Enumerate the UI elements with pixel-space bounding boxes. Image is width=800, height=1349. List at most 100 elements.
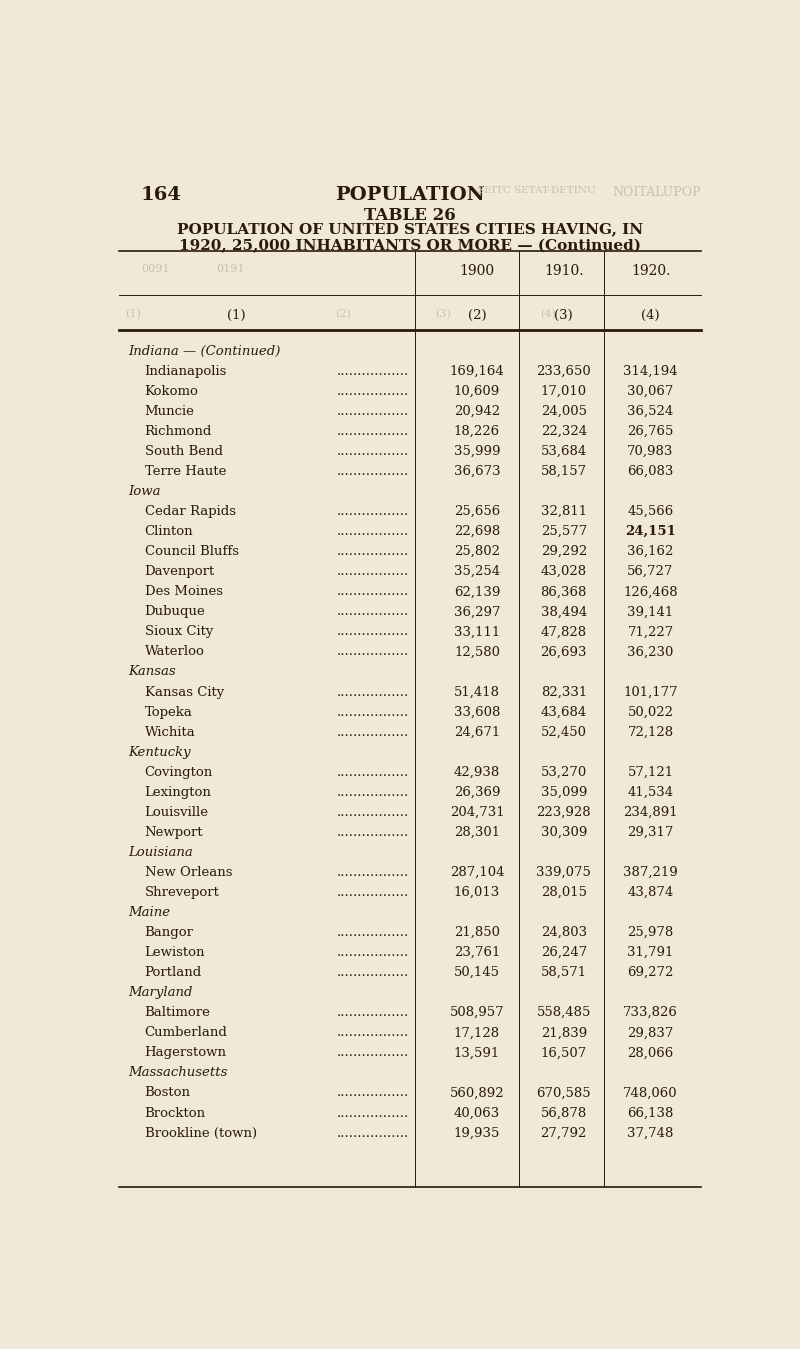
Text: Waterloo: Waterloo	[145, 645, 205, 658]
Text: Massachusetts: Massachusetts	[128, 1067, 227, 1079]
Text: .................: .................	[337, 565, 409, 579]
Text: .................: .................	[337, 525, 409, 538]
Text: 234,891: 234,891	[623, 805, 678, 819]
Text: 30,067: 30,067	[627, 384, 674, 398]
Text: (4): (4)	[540, 309, 556, 320]
Text: 17,128: 17,128	[454, 1027, 500, 1039]
Text: 62,139: 62,139	[454, 585, 500, 598]
Text: 43,874: 43,874	[627, 886, 674, 898]
Text: .................: .................	[337, 645, 409, 658]
Text: 58,571: 58,571	[541, 966, 587, 979]
Text: TABLE 26: TABLE 26	[364, 206, 456, 224]
Text: Cumberland: Cumberland	[145, 1027, 227, 1039]
Text: 39,141: 39,141	[627, 606, 674, 618]
Text: .................: .................	[337, 706, 409, 719]
Text: 204,731: 204,731	[450, 805, 504, 819]
Text: 36,673: 36,673	[454, 465, 500, 478]
Text: 223,928: 223,928	[537, 805, 591, 819]
Text: (2): (2)	[336, 309, 351, 320]
Text: POPULATION: POPULATION	[335, 186, 485, 204]
Text: .................: .................	[337, 726, 409, 739]
Text: 26,247: 26,247	[541, 946, 587, 959]
Text: 71,227: 71,227	[627, 626, 674, 638]
Text: 670,585: 670,585	[537, 1086, 591, 1099]
Text: 24,671: 24,671	[454, 726, 500, 739]
Text: Brockton: Brockton	[145, 1106, 206, 1120]
Text: 38,494: 38,494	[541, 606, 587, 618]
Text: (3): (3)	[435, 309, 450, 320]
Text: 53,270: 53,270	[541, 766, 587, 778]
Text: 24,803: 24,803	[541, 925, 587, 939]
Text: 25,802: 25,802	[454, 545, 500, 558]
Text: 29,292: 29,292	[541, 545, 587, 558]
Text: 36,230: 36,230	[627, 645, 674, 658]
Text: 26,369: 26,369	[454, 785, 500, 799]
Text: 36,297: 36,297	[454, 606, 500, 618]
Text: 56,878: 56,878	[541, 1106, 587, 1120]
Text: Council Bluffs: Council Bluffs	[145, 545, 238, 558]
Text: POPULATION OF UNITED STATES CITIES HAVING, IN: POPULATION OF UNITED STATES CITIES HAVIN…	[177, 223, 643, 236]
Text: Sioux City: Sioux City	[145, 626, 213, 638]
Text: 26,693: 26,693	[541, 645, 587, 658]
Text: (2): (2)	[468, 309, 486, 322]
Text: 82,331: 82,331	[541, 685, 587, 699]
Text: 16,507: 16,507	[541, 1047, 587, 1059]
Text: .................: .................	[337, 606, 409, 618]
Text: 101,177: 101,177	[623, 685, 678, 699]
Text: 42,938: 42,938	[454, 766, 500, 778]
Text: 33,111: 33,111	[454, 626, 500, 638]
Text: 35,099: 35,099	[541, 785, 587, 799]
Text: 18,226: 18,226	[454, 425, 500, 438]
Text: 35,254: 35,254	[454, 565, 500, 579]
Text: Indiana — (Continued): Indiana — (Continued)	[128, 345, 280, 357]
Text: Clinton: Clinton	[145, 525, 194, 538]
Text: 10,609: 10,609	[454, 384, 500, 398]
Text: 126,468: 126,468	[623, 585, 678, 598]
Text: 33,608: 33,608	[454, 706, 500, 719]
Text: 57,121: 57,121	[627, 766, 674, 778]
Text: 1920, 25,000 INHABITANTS OR MORE — (Continued): 1920, 25,000 INHABITANTS OR MORE — (Cont…	[179, 239, 641, 254]
Text: 23,761: 23,761	[454, 946, 500, 959]
Text: 13,591: 13,591	[454, 1047, 500, 1059]
Text: 66,138: 66,138	[627, 1106, 674, 1120]
Text: Lewiston: Lewiston	[145, 946, 205, 959]
Text: .................: .................	[337, 1086, 409, 1099]
Text: Richmond: Richmond	[145, 425, 212, 438]
Text: Des Moines: Des Moines	[145, 585, 222, 598]
Text: 12,580: 12,580	[454, 645, 500, 658]
Text: .................: .................	[337, 805, 409, 819]
Text: .................: .................	[337, 405, 409, 418]
Text: New Orleans: New Orleans	[145, 866, 232, 880]
Text: .................: .................	[337, 766, 409, 778]
Text: Baltimore: Baltimore	[145, 1006, 210, 1020]
Text: NOITALUPOP: NOITALUPOP	[613, 186, 702, 198]
Text: Iowa: Iowa	[128, 486, 160, 498]
Text: 53,684: 53,684	[541, 445, 587, 457]
Text: 748,060: 748,060	[623, 1086, 678, 1099]
Text: .................: .................	[337, 966, 409, 979]
Text: 28,015: 28,015	[541, 886, 586, 898]
Text: Shreveport: Shreveport	[145, 886, 219, 898]
Text: 32,811: 32,811	[541, 505, 587, 518]
Text: .................: .................	[337, 384, 409, 398]
Text: .................: .................	[337, 626, 409, 638]
Text: Kokomo: Kokomo	[145, 384, 198, 398]
Text: 50,145: 50,145	[454, 966, 500, 979]
Text: .................: .................	[337, 886, 409, 898]
Text: 50,022: 50,022	[627, 706, 674, 719]
Text: 17,010: 17,010	[541, 384, 587, 398]
Text: Lexington: Lexington	[145, 785, 211, 799]
Text: 25,656: 25,656	[454, 505, 500, 518]
Text: 22,324: 22,324	[541, 425, 587, 438]
Text: 20,942: 20,942	[454, 405, 500, 418]
Text: 26,765: 26,765	[627, 425, 674, 438]
Text: .................: .................	[337, 1047, 409, 1059]
Text: 28,066: 28,066	[627, 1047, 674, 1059]
Text: Dubuque: Dubuque	[145, 606, 206, 618]
Text: 31,791: 31,791	[627, 946, 674, 959]
Text: Wichita: Wichita	[145, 726, 195, 739]
Text: 0191: 0191	[216, 263, 245, 274]
Text: 24,151: 24,151	[625, 525, 676, 538]
Text: 43,684: 43,684	[541, 706, 587, 719]
Text: .................: .................	[337, 1126, 409, 1140]
